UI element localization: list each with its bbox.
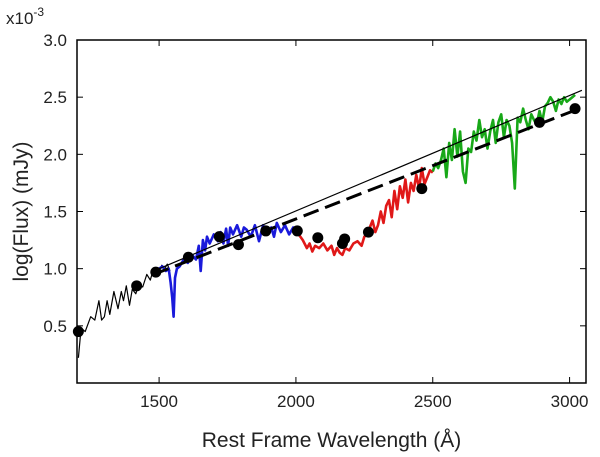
x-tick-label: 2000	[277, 392, 315, 411]
series-layer	[77, 89, 583, 358]
series-model-thin	[158, 89, 583, 270]
y-tick-label: 2.5	[43, 88, 67, 107]
data-point	[416, 183, 428, 195]
data-point	[260, 225, 272, 237]
y-tick-label: 1.5	[43, 203, 67, 222]
y-tick-label: 0.5	[43, 317, 67, 336]
data-point	[182, 251, 194, 263]
labels-layer: Rest Frame Wavelength (Å) log(Flux) (mJy…	[6, 5, 461, 452]
series-spectrum-black	[77, 263, 171, 358]
data-point	[213, 231, 225, 243]
data-point	[150, 266, 162, 278]
axes	[76, 39, 587, 384]
series-spectrum-red	[293, 166, 434, 257]
plot-frame	[76, 39, 587, 384]
data-point	[362, 226, 374, 238]
y-tick-label: 2.0	[43, 145, 67, 164]
data-point	[533, 116, 545, 128]
y-multiplier-base: x10	[6, 9, 33, 28]
y-tick-label: 1.0	[43, 260, 67, 279]
data-point	[312, 232, 324, 244]
x-axis-title: Rest Frame Wavelength (Å)	[202, 429, 461, 452]
y-multiplier: x10-3	[6, 5, 44, 28]
y-multiplier-exponent: -3	[33, 5, 44, 19]
y-tick-label: 3.0	[43, 31, 67, 50]
data-point	[72, 326, 84, 338]
data-point	[339, 233, 351, 245]
series-model-dashed	[153, 107, 580, 276]
data-point	[131, 280, 143, 292]
x-tick-label: 1500	[140, 392, 178, 411]
x-tick-label: 2500	[414, 392, 452, 411]
data-point	[291, 225, 303, 237]
data-point	[232, 239, 244, 251]
y-axis-title: log(Flux) (mJy)	[10, 142, 33, 282]
ticks-layer: 1500 2000 2500 3000 0.5 1.0 1.5 2.0 2.5 3.0	[43, 31, 588, 411]
points-layer	[72, 103, 581, 338]
series-spectrum-green	[431, 93, 576, 190]
series-spectrum-blue	[158, 221, 298, 319]
data-point	[569, 103, 581, 115]
x-tick-label: 3000	[551, 392, 589, 411]
